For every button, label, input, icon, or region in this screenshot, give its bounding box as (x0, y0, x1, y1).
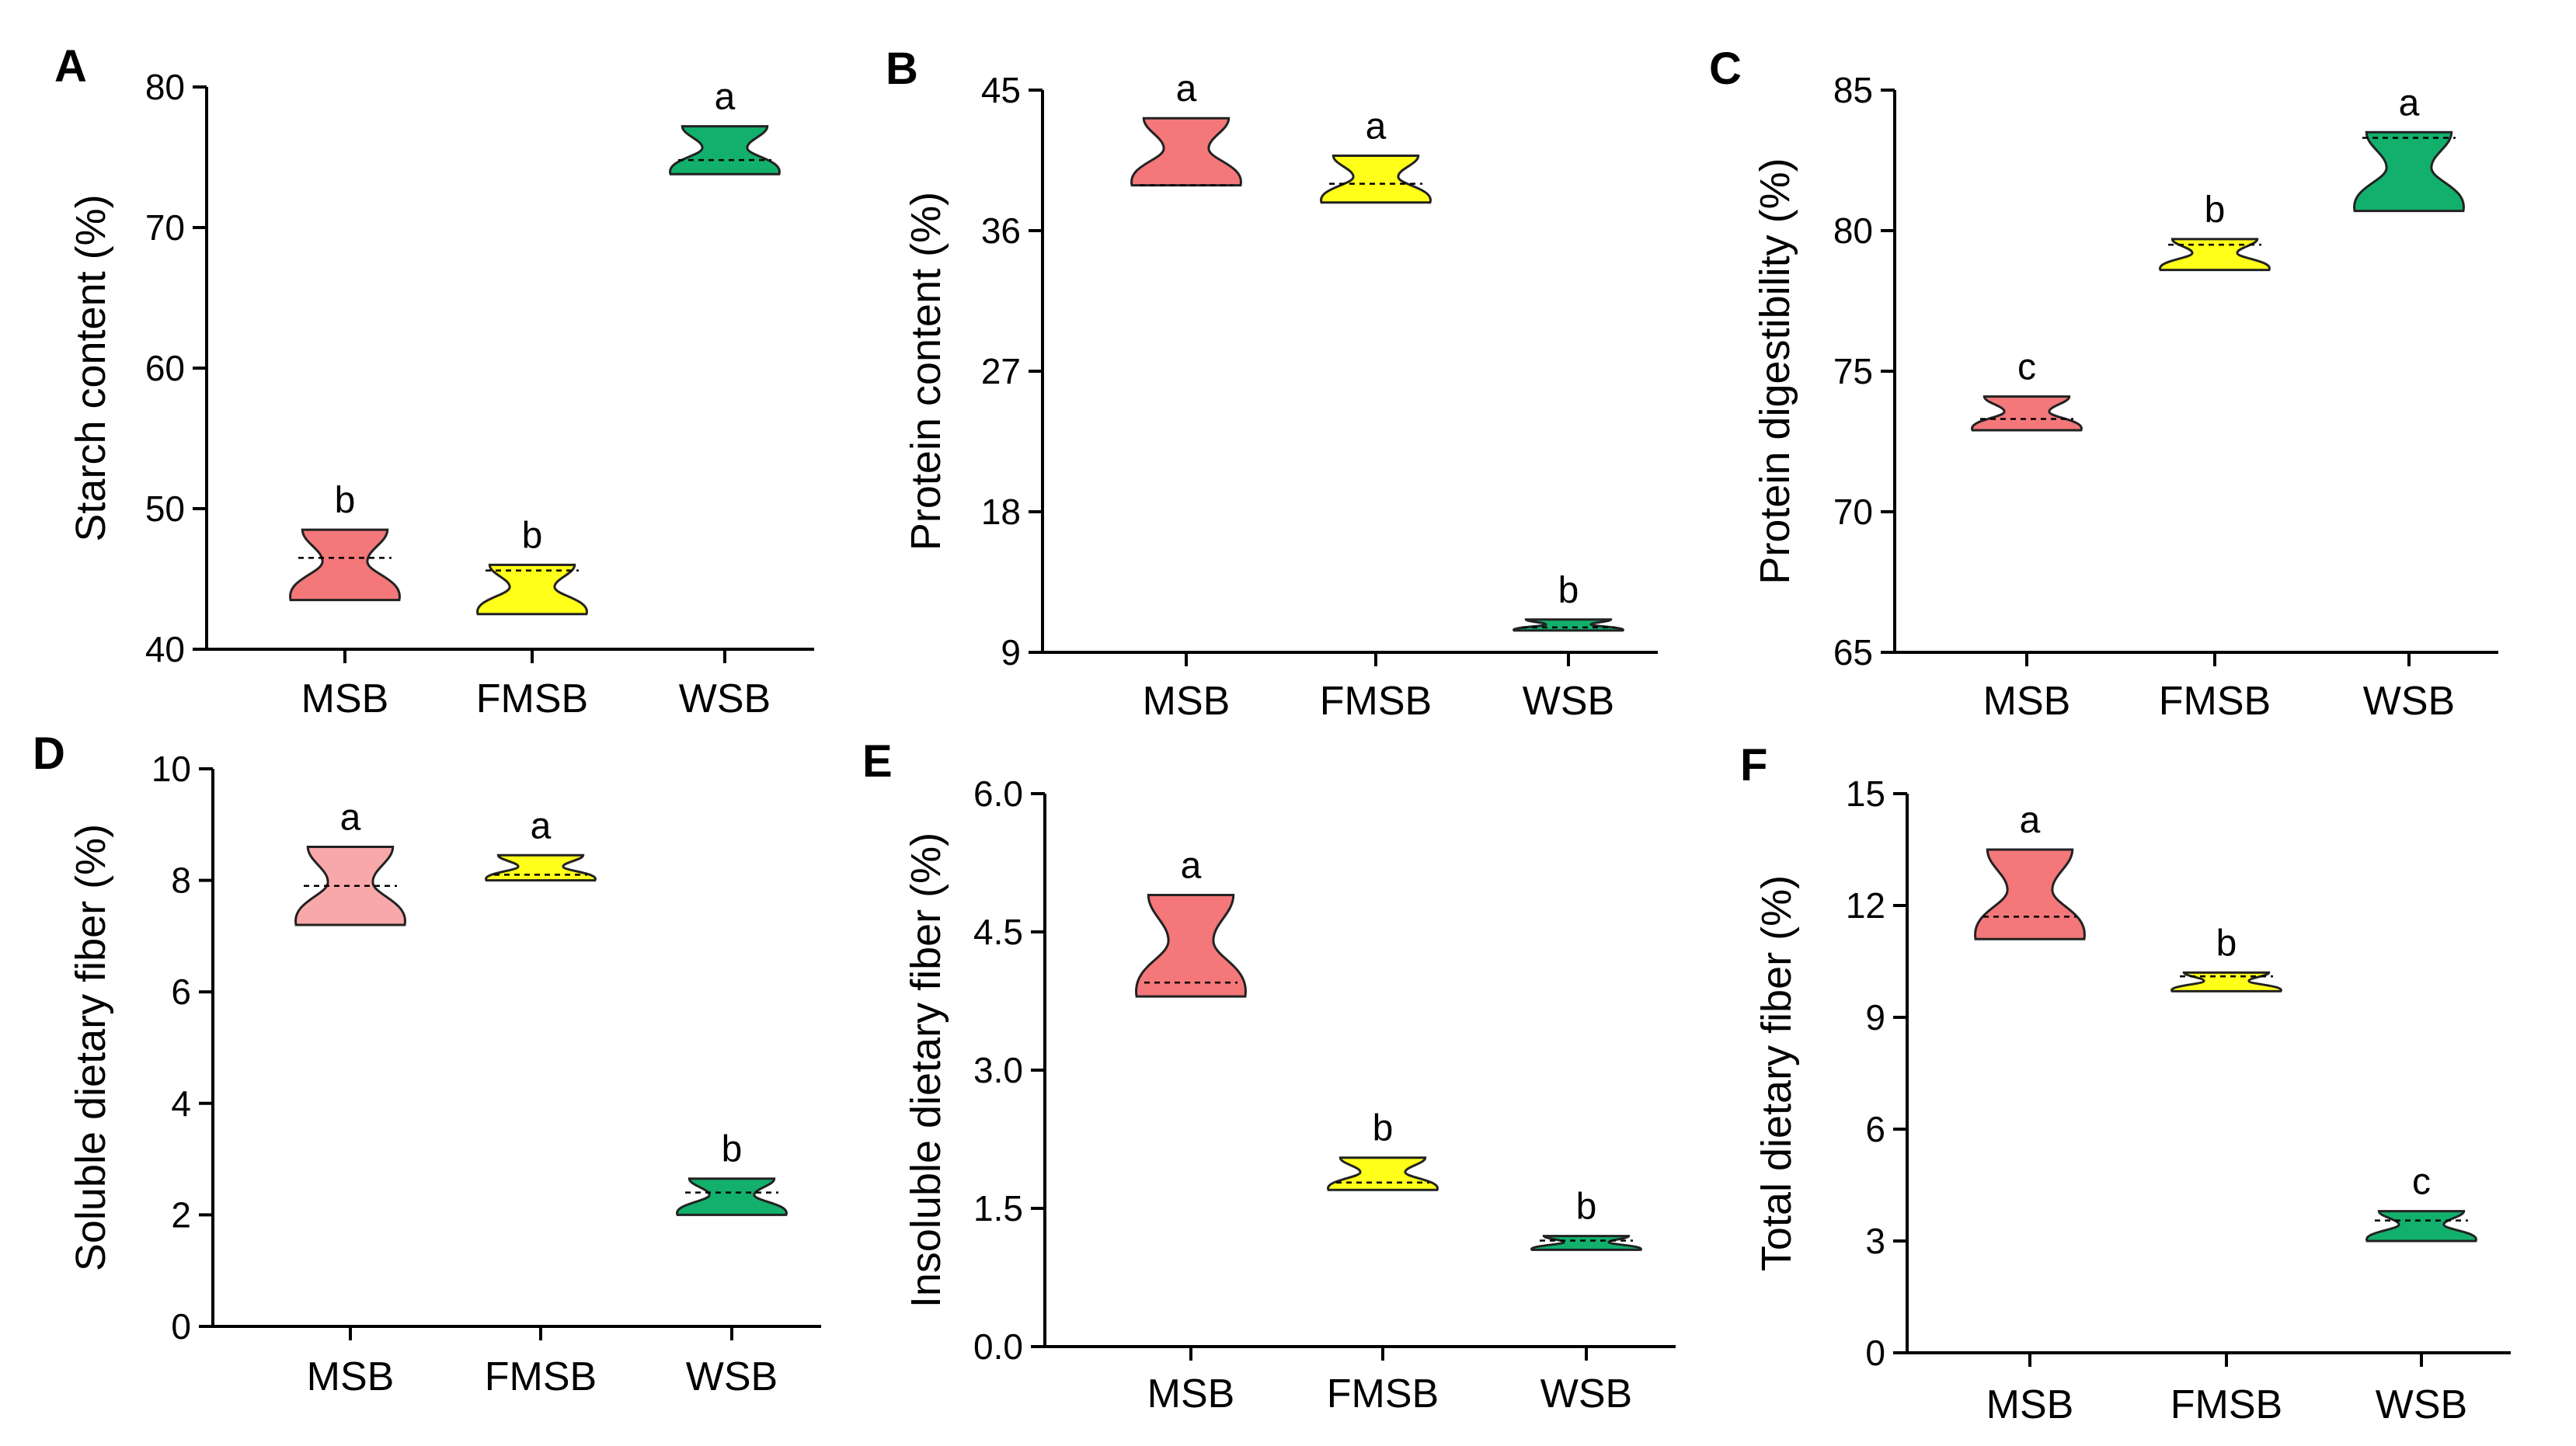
violin-msb (1135, 894, 1247, 998)
significance-label: c (2017, 347, 2036, 388)
violin-fmsb (1320, 154, 1432, 204)
y-axis-title: Protein digestibility (%) (1752, 158, 1798, 584)
y-tick-label: 36 (981, 210, 1021, 251)
y-tick-label: 70 (145, 207, 185, 248)
panel-letter-C: C (1709, 43, 1742, 94)
panel-letter-F: F (1740, 740, 1767, 791)
y-tick-label: 4.5 (973, 912, 1023, 952)
y-tick-label: 0 (1865, 1333, 1885, 1373)
y-tick-label: 60 (145, 348, 185, 388)
y-tick-label: 3.0 (973, 1050, 1023, 1090)
y-tick-label: 3 (1865, 1221, 1885, 1261)
y-tick-label: 9 (1001, 632, 1021, 673)
significance-label: b (2216, 923, 2237, 964)
violin-wsb (669, 125, 781, 176)
violin-wsb (676, 1177, 788, 1216)
violin-wsb (2353, 130, 2465, 213)
y-tick-label: 0.0 (973, 1326, 1023, 1367)
significance-label: b (2205, 189, 2226, 231)
violin-wsb (2365, 1210, 2477, 1243)
significance-label: b (1373, 1108, 1394, 1149)
x-tick-label: WSB (686, 1354, 778, 1399)
y-tick-label: 18 (981, 492, 1021, 532)
violin-msb (1974, 848, 2086, 940)
violin-wsb (1530, 1235, 1642, 1251)
violin-fmsb (2159, 238, 2271, 272)
y-tick-label: 80 (145, 67, 185, 107)
x-tick-label: MSB (301, 676, 389, 721)
violin-fmsb (476, 563, 588, 616)
violin-msb (294, 846, 406, 926)
y-tick-label: 6 (171, 972, 191, 1012)
violin-msb (1130, 116, 1242, 187)
y-tick-label: 9 (1865, 997, 1885, 1038)
x-tick-label: FMSB (2170, 1382, 2282, 1427)
x-tick-label: WSB (1523, 679, 1614, 724)
violin-fmsb (485, 853, 597, 882)
panel-letter-A: A (54, 41, 87, 92)
significance-label: a (340, 798, 361, 839)
y-axis-title: Protein content (%) (903, 192, 949, 551)
y-tick-label: 50 (145, 488, 185, 529)
y-tick-label: 8 (171, 860, 191, 901)
x-tick-label: FMSB (1320, 679, 1432, 724)
y-tick-label: 65 (1833, 632, 1873, 673)
significance-label: b (522, 515, 543, 556)
x-tick-label: FMSB (485, 1354, 597, 1399)
violin-fmsb (1327, 1156, 1439, 1191)
significance-label: c (2412, 1162, 2431, 1203)
significance-label: b (1576, 1187, 1597, 1228)
y-tick-label: 12 (1846, 885, 1885, 926)
x-tick-label: WSB (1540, 1371, 1632, 1416)
x-tick-label: MSB (1986, 1382, 2074, 1427)
y-tick-label: 70 (1833, 492, 1873, 532)
y-tick-label: 27 (981, 351, 1021, 391)
panel-letter-B: B (886, 43, 918, 94)
y-tick-label: 40 (145, 629, 185, 669)
x-tick-label: WSB (2376, 1382, 2467, 1427)
y-tick-label: 1.5 (973, 1188, 1023, 1229)
x-tick-label: WSB (679, 676, 771, 721)
y-tick-label: 80 (1833, 210, 1873, 251)
x-tick-label: FMSB (476, 676, 588, 721)
significance-label: a (2020, 800, 2041, 841)
y-tick-label: 2 (171, 1194, 191, 1235)
y-tick-label: 15 (1846, 773, 1885, 814)
significance-label: b (335, 480, 356, 521)
significance-label: b (722, 1129, 743, 1170)
significance-label: a (1176, 68, 1197, 109)
panel-letter-E: E (862, 736, 893, 787)
y-tick-label: 6 (1865, 1109, 1885, 1149)
y-tick-label: 75 (1833, 351, 1873, 391)
y-tick-label: 45 (981, 70, 1021, 110)
y-tick-label: 6.0 (973, 773, 1023, 814)
x-tick-label: WSB (2363, 679, 2455, 724)
x-tick-label: MSB (1147, 1371, 1235, 1416)
y-axis-title: Soluble dietary fiber (%) (68, 824, 114, 1271)
x-tick-label: MSB (1983, 679, 2071, 724)
y-tick-label: 4 (171, 1083, 191, 1124)
significance-label: b (1558, 570, 1579, 611)
x-tick-label: MSB (307, 1354, 395, 1399)
y-axis-title: Total dietary fiber (%) (1753, 875, 1800, 1271)
violin-wsb (1513, 618, 1624, 632)
significance-label: a (1366, 106, 1387, 147)
violin-msb (1971, 395, 2083, 432)
x-tick-label: FMSB (1327, 1371, 1439, 1416)
significance-label: a (1181, 846, 1202, 887)
y-axis-title: Insoluble dietary fiber (%) (903, 832, 949, 1308)
x-tick-label: FMSB (2159, 679, 2271, 724)
violin-msb (289, 528, 401, 602)
y-tick-label: 0 (171, 1306, 191, 1347)
x-tick-label: MSB (1143, 679, 1231, 724)
significance-label: a (531, 805, 552, 846)
y-axis-title: Starch content (%) (68, 194, 114, 541)
significance-label: a (715, 77, 736, 118)
panel-letter-D: D (33, 728, 65, 779)
y-tick-label: 85 (1833, 70, 1873, 110)
y-tick-label: 10 (151, 749, 191, 789)
significance-label: a (2399, 82, 2420, 123)
